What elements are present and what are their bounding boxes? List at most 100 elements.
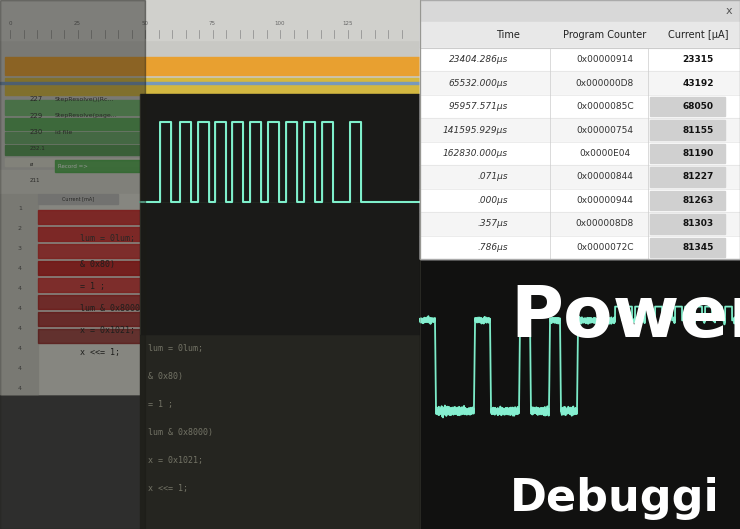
- Text: 162830.000µs: 162830.000µs: [443, 149, 508, 158]
- Text: 81227: 81227: [682, 172, 713, 181]
- Bar: [230, 100, 236, 115]
- Bar: [0, 0, 430, 40]
- Bar: [38, 312, 198, 326]
- Text: 1: 1: [18, 206, 22, 212]
- Text: .000µs: .000µs: [477, 196, 508, 205]
- Text: Power: Power: [510, 282, 740, 351]
- Bar: [232, 95, 234, 120]
- Bar: [650, 238, 725, 257]
- Text: 37: 37: [203, 316, 210, 322]
- Text: 229: 229: [30, 113, 43, 119]
- Bar: [200, 100, 206, 115]
- Text: 83: 83: [303, 232, 310, 236]
- Text: 230: 230: [30, 129, 44, 135]
- Bar: [5, 57, 420, 75]
- Bar: [5, 118, 285, 130]
- Bar: [420, 118, 740, 142]
- Bar: [0, 0, 430, 394]
- Text: 111: 111: [223, 249, 234, 253]
- Bar: [0, 0, 145, 529]
- Bar: [38, 295, 218, 309]
- Text: Current [mA]: Current [mA]: [62, 196, 94, 202]
- Text: 23315: 23315: [682, 55, 713, 64]
- Bar: [38, 227, 298, 241]
- Text: 0: 0: [8, 21, 12, 26]
- Text: 81190: 81190: [682, 149, 713, 158]
- Bar: [650, 167, 725, 187]
- Text: StepResolve()(Rc...: StepResolve()(Rc...: [55, 96, 115, 102]
- Text: 4: 4: [18, 326, 22, 332]
- Bar: [202, 95, 204, 120]
- Text: id file: id file: [55, 130, 73, 134]
- Bar: [420, 212, 740, 235]
- Bar: [420, 48, 740, 71]
- Text: & 0x80): & 0x80): [80, 260, 115, 269]
- Bar: [650, 144, 725, 163]
- Bar: [38, 194, 118, 204]
- Text: 81263: 81263: [682, 196, 713, 205]
- Text: x = 0x1021;: x = 0x1021;: [148, 457, 203, 466]
- Text: 3: 3: [18, 247, 22, 251]
- Text: 81303: 81303: [682, 220, 713, 229]
- Text: lum & 0x8000): lum & 0x8000): [148, 428, 213, 437]
- Text: 0x0000072C: 0x0000072C: [576, 243, 633, 252]
- Text: 4: 4: [18, 346, 22, 351]
- Text: 0x00000844: 0x00000844: [576, 172, 633, 181]
- Text: 0x00000754: 0x00000754: [576, 125, 633, 134]
- Bar: [420, 71, 740, 95]
- Bar: [420, 259, 740, 529]
- Text: 81345: 81345: [682, 243, 713, 252]
- Text: 81155: 81155: [682, 125, 713, 134]
- Bar: [420, 0, 740, 259]
- Text: 4: 4: [18, 367, 22, 371]
- Text: 125: 125: [342, 21, 353, 26]
- Text: 0x0000E04: 0x0000E04: [579, 149, 630, 158]
- Text: 100: 100: [275, 21, 285, 26]
- Bar: [38, 278, 238, 292]
- Text: 4: 4: [18, 267, 22, 271]
- Text: = 1 ;: = 1 ;: [148, 400, 173, 409]
- Bar: [420, 0, 740, 22]
- Bar: [185, 100, 191, 115]
- Text: 4: 4: [18, 306, 22, 312]
- Text: 86: 86: [303, 214, 310, 220]
- Text: x <<= 1;: x <<= 1;: [148, 485, 188, 494]
- Text: lum = 0lum;: lum = 0lum;: [80, 234, 135, 243]
- Text: StepResolve(page...: StepResolve(page...: [55, 114, 118, 118]
- Text: 227: 227: [30, 96, 43, 102]
- Bar: [38, 244, 218, 258]
- Text: 4: 4: [18, 387, 22, 391]
- Text: 97: 97: [223, 299, 230, 305]
- Text: 0x000008D8: 0x000008D8: [576, 220, 634, 229]
- Bar: [217, 95, 219, 120]
- Text: x = 0x1021;: x = 0x1021;: [80, 325, 135, 334]
- Bar: [5, 158, 205, 166]
- Text: 37: 37: [263, 266, 270, 270]
- Text: lum = 0lum;: lum = 0lum;: [148, 344, 203, 353]
- Text: 0x00000914: 0x00000914: [576, 55, 633, 64]
- Bar: [0, 194, 430, 394]
- Text: 23404.286µs: 23404.286µs: [448, 55, 508, 64]
- Bar: [420, 95, 740, 118]
- Bar: [55, 160, 175, 172]
- Bar: [650, 214, 725, 234]
- Text: = 1 ;: = 1 ;: [80, 281, 105, 290]
- Text: 0x00000944: 0x00000944: [576, 196, 633, 205]
- Text: 0x000000D8: 0x000000D8: [576, 79, 634, 88]
- Bar: [170, 100, 176, 115]
- Bar: [420, 142, 740, 165]
- Bar: [0, 82, 430, 84]
- Text: .786µs: .786µs: [477, 243, 508, 252]
- Bar: [38, 210, 298, 224]
- Bar: [420, 189, 740, 212]
- Text: 37: 37: [183, 333, 190, 339]
- Bar: [420, 235, 740, 259]
- Text: Time: Time: [496, 30, 520, 40]
- Bar: [5, 145, 420, 155]
- Text: .071µs: .071µs: [477, 172, 508, 181]
- Text: 43192: 43192: [682, 79, 714, 88]
- Bar: [420, 22, 740, 48]
- Text: lum & 0x8000): lum & 0x8000): [80, 304, 145, 313]
- Bar: [140, 94, 425, 334]
- Text: Program Counter: Program Counter: [563, 30, 647, 40]
